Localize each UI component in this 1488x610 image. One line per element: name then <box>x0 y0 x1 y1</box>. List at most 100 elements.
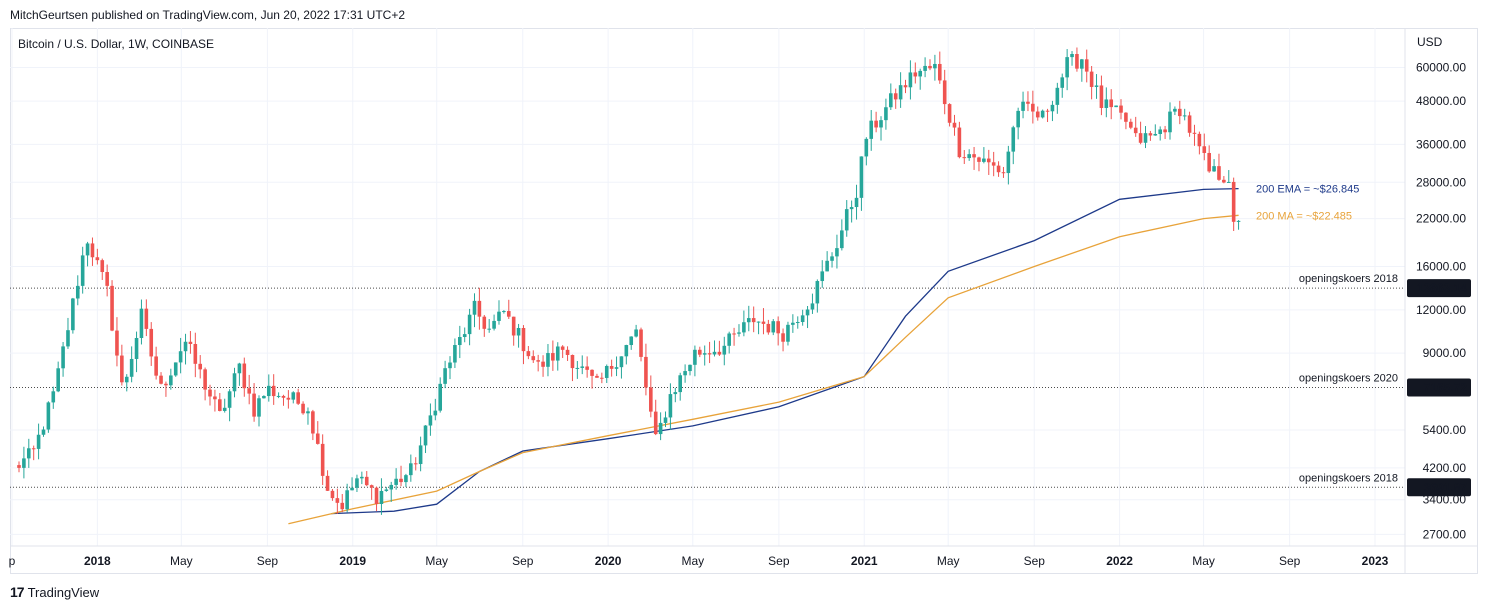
candle-body <box>756 321 761 323</box>
candle-body <box>751 318 756 323</box>
candle-body <box>413 463 418 465</box>
candle-body <box>120 355 124 383</box>
y-tick-label: 4200.00 <box>1423 461 1467 475</box>
candle-body <box>957 127 962 158</box>
candle-body <box>443 368 447 384</box>
candle-body <box>918 70 923 77</box>
x-tick-label: May <box>170 554 193 568</box>
candle-body <box>1226 181 1231 183</box>
candle-body <box>173 362 178 376</box>
candle-body <box>844 209 849 231</box>
candle-body <box>154 356 158 376</box>
candle-body <box>585 366 589 370</box>
candle-body <box>614 367 619 369</box>
candle-body <box>937 63 942 81</box>
candle-body <box>663 417 668 423</box>
x-tick-label: 2018 <box>84 554 111 568</box>
candle-body <box>462 334 467 337</box>
candle-body <box>1065 57 1069 78</box>
candle-body <box>315 433 320 444</box>
candle-body <box>384 489 389 491</box>
candle-body <box>1094 85 1099 87</box>
candle-body <box>546 353 550 367</box>
candle-body <box>183 341 188 352</box>
level-price-badge-label: 13863.14 <box>1417 281 1467 295</box>
candle-body <box>389 484 394 490</box>
candle-body <box>678 375 683 393</box>
time-axis[interactable]: p 2018 May Sep 2019 May Sep 2020 May Sep 2021 May Se… <box>9 554 1389 568</box>
candle-body <box>448 362 452 369</box>
candle-body <box>100 260 105 273</box>
candle-body <box>487 328 491 330</box>
candle-body <box>595 375 599 378</box>
candle-body <box>453 345 457 363</box>
x-tick-label: Sep <box>1279 554 1301 568</box>
candle-body <box>364 476 369 486</box>
y-tick-label: 12000.00 <box>1416 303 1466 317</box>
candle-body <box>350 487 354 491</box>
candle-body <box>732 333 736 335</box>
candle-body <box>90 243 95 258</box>
candle-body <box>134 337 139 359</box>
candle-body <box>95 257 100 261</box>
candle-body <box>639 329 643 357</box>
candle-body <box>634 329 638 337</box>
ema-200-label: 200 EMA = ~$26.845 <box>1256 184 1359 196</box>
candle-body <box>428 415 433 426</box>
level-price-badge <box>1407 279 1471 298</box>
candle-body <box>908 72 913 88</box>
candle-body <box>791 322 795 325</box>
candle-body <box>482 316 487 329</box>
candle-body <box>360 476 364 479</box>
candle-body <box>404 475 408 483</box>
candle-body <box>198 363 203 370</box>
candle-body <box>1050 104 1055 112</box>
candle-body <box>458 336 462 346</box>
moving-average-lines: 200 EMA = ~$26.845 200 MA = ~$22.485 <box>288 184 1359 525</box>
y-tick-label: 36000.00 <box>1416 137 1466 151</box>
candle-body <box>51 391 56 403</box>
candle-body <box>247 388 251 394</box>
candle-body <box>874 120 878 128</box>
candle-body <box>928 65 932 69</box>
candle-body <box>697 349 702 355</box>
candle-body <box>541 361 545 367</box>
candle-body <box>467 314 472 335</box>
candle-body <box>717 351 722 355</box>
y-axis-unit: USD <box>1417 35 1443 49</box>
candle-body <box>629 336 634 346</box>
candle-body <box>1168 111 1172 133</box>
candle-body <box>854 197 859 208</box>
y-tick-label: 48000.00 <box>1416 94 1466 108</box>
candle-body <box>208 389 212 397</box>
level-price-badge <box>1407 378 1471 397</box>
candle-body <box>262 396 266 399</box>
candle-body <box>115 330 119 356</box>
candle-body <box>942 80 947 105</box>
candle-body <box>1148 133 1153 136</box>
x-tick-label: 2021 <box>851 554 878 568</box>
candle-body <box>526 351 531 357</box>
candle-body <box>80 255 85 286</box>
candle-body <box>1143 133 1148 143</box>
candle-body <box>673 392 678 395</box>
candle-body <box>237 363 242 374</box>
level-price-badge-label: 7165.72 <box>1424 380 1468 394</box>
tradingview-footer: 17 TradingView <box>10 584 99 600</box>
candle-body <box>492 320 496 329</box>
level-price-badge-label: 3691.87 <box>1424 480 1468 494</box>
x-tick-label: Sep <box>512 554 534 568</box>
candle-body <box>795 322 800 324</box>
x-tick-label: p <box>9 554 16 568</box>
candle-body <box>1104 99 1109 108</box>
x-tick-label: May <box>681 554 704 568</box>
candle-body <box>1040 110 1045 118</box>
candle-body <box>565 349 570 355</box>
ma-200-line <box>288 214 1239 525</box>
candle-body <box>56 368 60 392</box>
candle-body <box>1192 132 1197 134</box>
candle-body <box>575 367 580 369</box>
price-axis[interactable]: 60000.00 48000.00 36000.00 28000.00 22000.00… <box>1407 61 1471 542</box>
tradingview-logo-icon: 17 <box>10 584 25 600</box>
